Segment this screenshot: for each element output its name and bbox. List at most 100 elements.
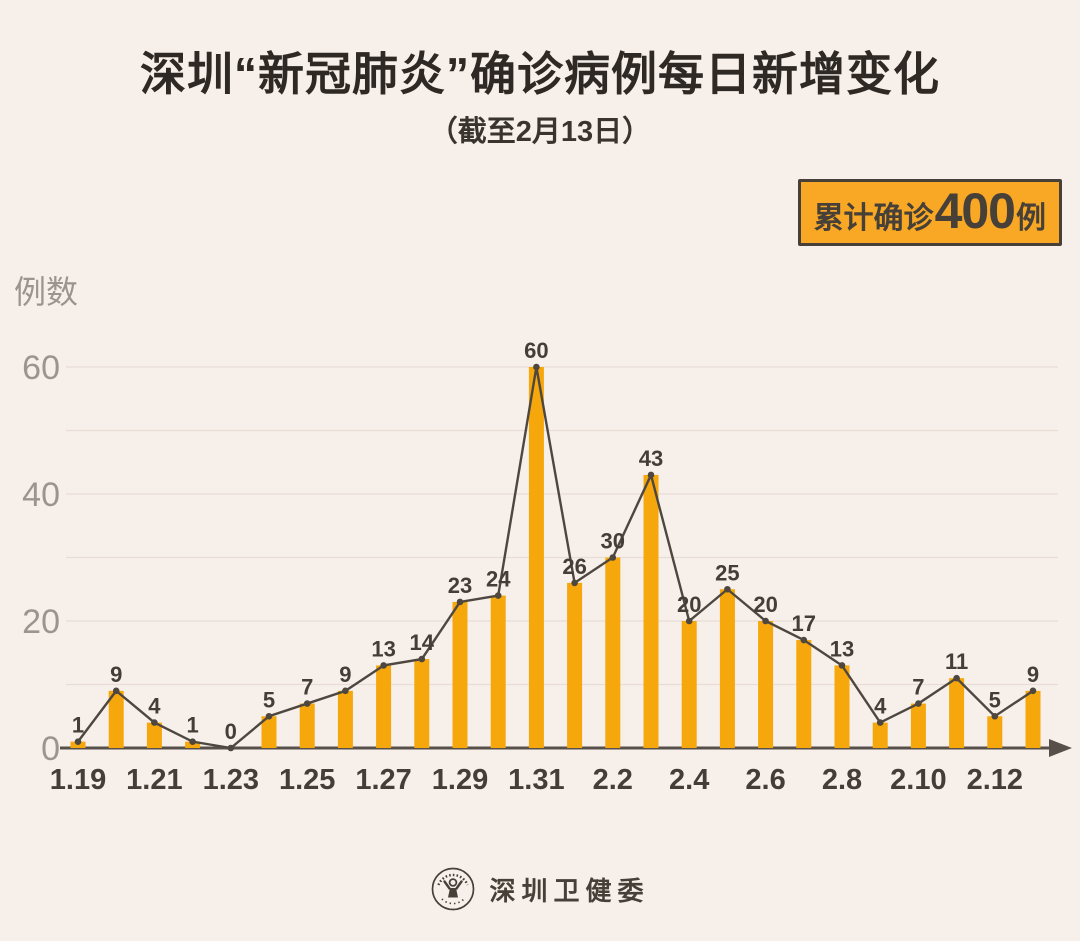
- point-marker-2.13: [1029, 687, 1037, 695]
- bar-2.8: [834, 665, 850, 748]
- badge-prefix-label: 累计确诊: [813, 202, 934, 235]
- bar-2.9: [872, 722, 888, 748]
- value-label-1.19: 1: [72, 713, 84, 738]
- value-label-2.11: 11: [945, 649, 968, 674]
- value-label-2.10: 7: [912, 675, 924, 700]
- point-marker-1.22: [189, 738, 196, 745]
- point-marker-1.27: [380, 662, 387, 669]
- point-marker-2.6: [762, 617, 769, 625]
- value-label-1.30: 24: [486, 567, 511, 592]
- value-label-2.4: 20: [677, 592, 701, 617]
- point-marker-1.31: [533, 363, 540, 371]
- bar-2.12: [987, 716, 1003, 748]
- point-marker-2.8: [838, 662, 846, 669]
- point-marker-2.1: [571, 579, 578, 587]
- value-label-2.1: 26: [562, 554, 586, 579]
- y-axis-unit-label: 例数: [14, 274, 78, 310]
- health-commission-logo-icon: [430, 866, 476, 912]
- bar-1.27: [376, 665, 392, 748]
- bar-1.29: [452, 601, 468, 748]
- bar-2.4: [681, 621, 697, 748]
- value-label-1.20: 9: [110, 662, 122, 687]
- bar-2.2: [605, 557, 621, 748]
- value-label-2.3: 43: [639, 446, 663, 471]
- x-tick-label-1.31: 1.31: [508, 764, 564, 796]
- value-label-2.9: 4: [874, 694, 887, 719]
- x-tick-label-1.25: 1.25: [279, 764, 335, 796]
- point-marker-1.19: [74, 738, 82, 745]
- point-marker-1.28: [418, 655, 426, 663]
- value-label-1.21: 4: [148, 694, 161, 719]
- bar-1.20: [108, 690, 124, 748]
- x-tick-label-2.12: 2.12: [967, 764, 1023, 796]
- bar-2.7: [796, 640, 812, 748]
- x-tick-label-1.21: 1.21: [126, 764, 182, 796]
- bar-1.31: [528, 367, 544, 748]
- value-label-1.26: 9: [339, 662, 351, 687]
- x-tick-label-1.19: 1.19: [50, 764, 106, 796]
- bar-1.30: [490, 595, 506, 748]
- bar-1.25: [299, 703, 315, 748]
- x-tick-label-2.10: 2.10: [890, 764, 946, 796]
- point-marker-2.4: [685, 617, 693, 625]
- point-marker-1.26: [342, 687, 349, 695]
- point-marker-2.10: [915, 700, 922, 707]
- bar-2.10: [910, 703, 926, 748]
- value-label-1.29: 23: [448, 573, 472, 598]
- point-marker-1.30: [494, 592, 502, 599]
- bar-1.24: [261, 716, 277, 748]
- x-tick-label-1.29: 1.29: [432, 764, 488, 796]
- value-label-2.12: 5: [989, 687, 1001, 712]
- value-label-1.31: 60: [524, 338, 548, 363]
- bar-2.1: [567, 582, 583, 748]
- bar-2.5: [719, 589, 735, 748]
- value-label-1.24: 5: [263, 687, 275, 712]
- value-label-2.7: 17: [792, 611, 816, 636]
- value-label-2.6: 20: [753, 592, 777, 617]
- point-marker-2.12: [991, 712, 999, 720]
- point-marker-1.20: [112, 687, 120, 695]
- x-tick-label-2.6: 2.6: [745, 764, 785, 796]
- x-tick-label-1.27: 1.27: [355, 764, 411, 796]
- x-axis-arrow: [1049, 739, 1072, 757]
- bar-2.11: [949, 678, 965, 748]
- y-tick-label-40: 40: [22, 476, 60, 514]
- bar-1.26: [337, 690, 353, 748]
- value-label-1.27: 13: [371, 636, 395, 661]
- org-name-label: 深圳卫健委: [489, 875, 650, 906]
- point-marker-2.5: [724, 585, 731, 593]
- x-tick-label-2.8: 2.8: [822, 764, 862, 796]
- trend-line: [77, 366, 1034, 750]
- badge-total-value: 400: [934, 183, 1016, 239]
- point-marker-1.24: [265, 712, 273, 720]
- x-tick-label-2.4: 2.4: [669, 764, 709, 796]
- bar-2.6: [758, 621, 774, 748]
- point-marker-1.21: [151, 719, 158, 726]
- value-label-1.28: 14: [410, 630, 435, 655]
- value-label-1.22: 1: [186, 713, 198, 738]
- x-tick-label-1.23: 1.23: [203, 764, 259, 796]
- value-label-2.2: 30: [601, 529, 625, 554]
- value-label-1.25: 7: [301, 675, 313, 700]
- y-tick-label-20: 20: [22, 603, 60, 641]
- page-title: 深圳“新冠肺炎”确诊病例每日新增变化: [140, 48, 940, 100]
- point-marker-2.9: [876, 719, 884, 726]
- bar-2.3: [643, 474, 659, 748]
- point-marker-1.29: [456, 598, 464, 606]
- cumulative-total-badge: 累计确诊 400 例: [797, 179, 1062, 246]
- page-subtitle: （截至2月13日）: [428, 116, 652, 148]
- value-label-2.5: 25: [715, 560, 739, 585]
- x-tick-label-2.2: 2.2: [593, 764, 633, 796]
- bar-1.28: [414, 659, 430, 748]
- point-marker-1.25: [303, 700, 311, 707]
- point-marker-2.7: [800, 636, 808, 644]
- point-marker-2.3: [647, 471, 655, 479]
- badge-suffix-label: 例: [1016, 202, 1046, 235]
- point-marker-2.2: [609, 554, 617, 561]
- point-marker-1.23: [227, 744, 235, 752]
- point-marker-2.11: [953, 674, 960, 682]
- value-label-2.8: 13: [830, 636, 854, 661]
- value-label-2.13: 9: [1027, 662, 1039, 687]
